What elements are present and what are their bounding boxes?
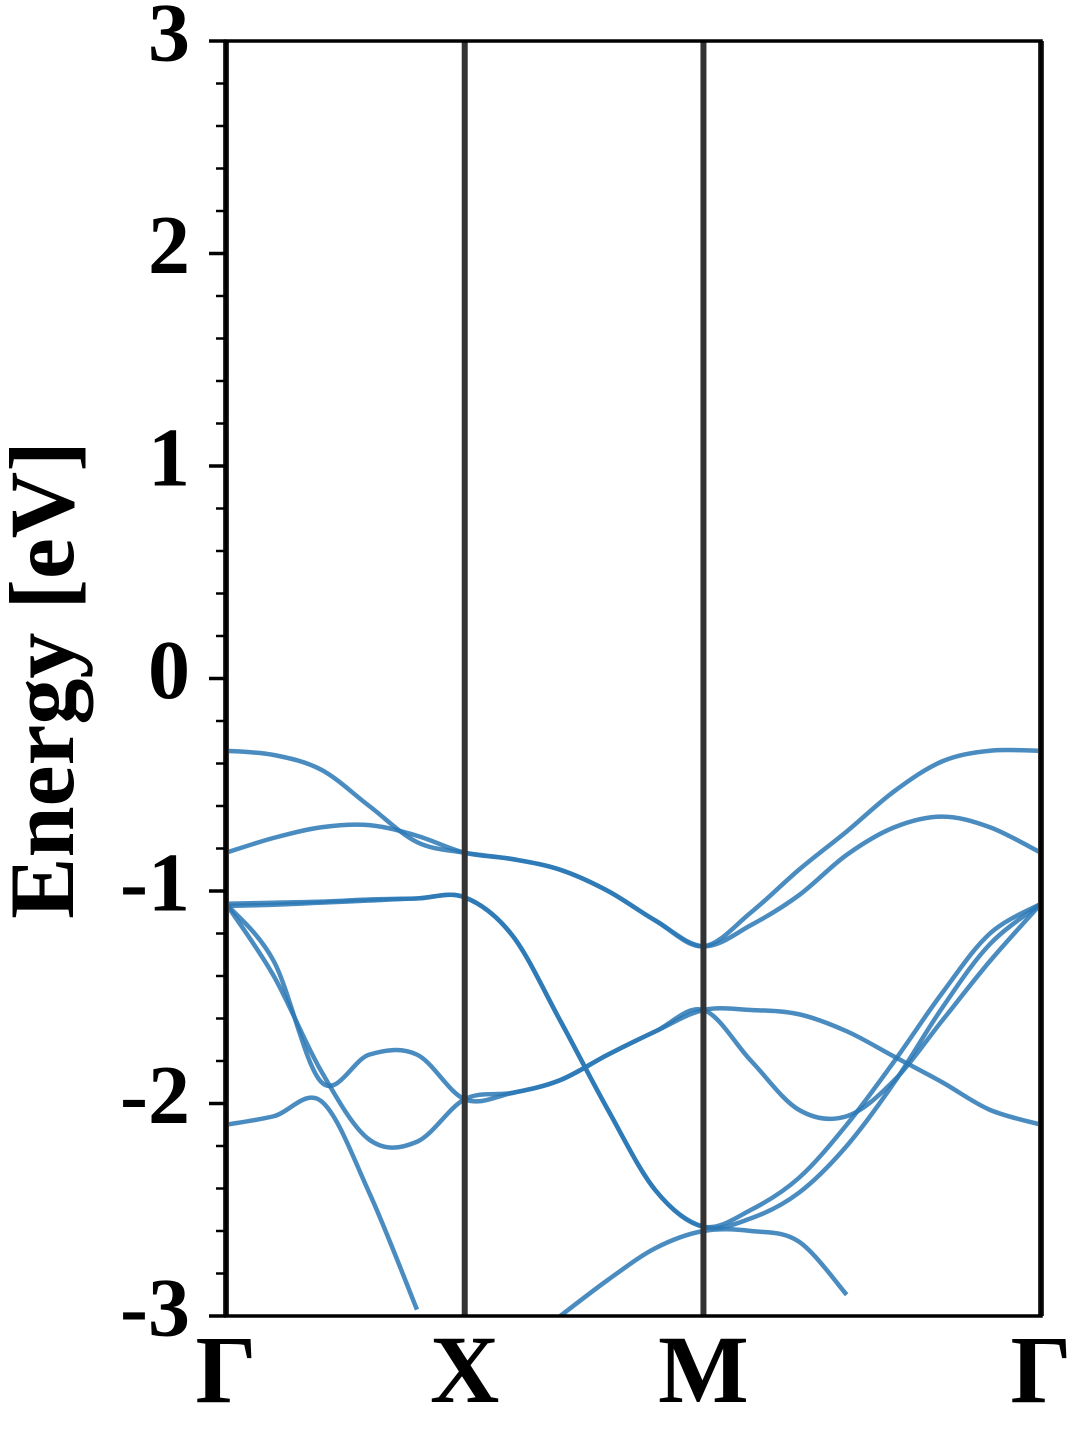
y-axis-label: Energy [eV]: [0, 441, 93, 919]
band-line: [226, 902, 1041, 1127]
band-line: [226, 747, 1041, 949]
axes-frame: [224, 39, 1043, 1318]
y-tick-label: 2: [148, 199, 190, 292]
x-tick-label: Γ: [1010, 1316, 1071, 1423]
y-tick-label: -1: [120, 836, 190, 929]
y-tick-label: -3: [120, 1261, 190, 1354]
y-tick-label: -2: [120, 1049, 190, 1142]
band-line: [226, 814, 1041, 949]
y-tick-label: 1: [148, 411, 190, 504]
y-tick-label: 0: [148, 624, 190, 717]
band-line: [226, 892, 1041, 1230]
x-tick-label: Γ: [195, 1316, 256, 1423]
band-line: [226, 892, 1041, 1231]
y-tick-label: 3: [148, 0, 190, 79]
band-line: [226, 902, 1041, 1150]
x-tick-label: X: [430, 1316, 499, 1423]
plot-area: [226, 747, 1041, 1316]
x-tick-label: M: [658, 1316, 749, 1423]
